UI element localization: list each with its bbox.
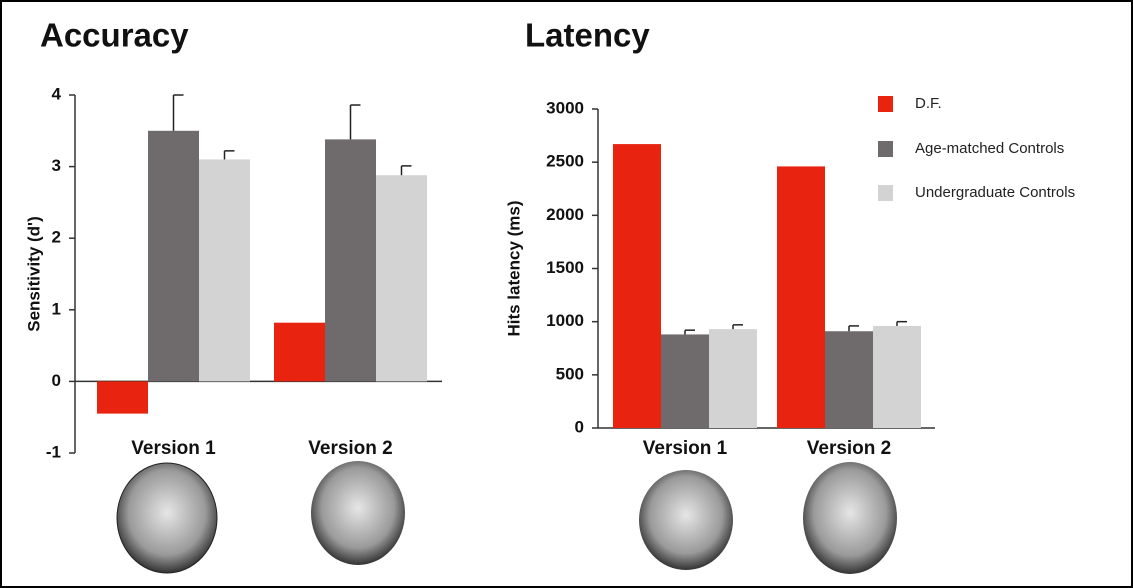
- chart-title: Latency: [525, 17, 650, 54]
- legend-label: Undergraduate Controls: [915, 184, 1075, 201]
- error-bar: [732, 324, 743, 330]
- bar: [825, 331, 873, 428]
- y-tick-label: -1: [46, 442, 61, 461]
- y-tick-label: 2000: [546, 205, 584, 224]
- x-tick-label: Version 1: [643, 438, 728, 459]
- error-bar: [223, 150, 235, 160]
- y-tick-label: 1500: [546, 258, 584, 277]
- legend-swatch: [878, 185, 893, 201]
- legend-swatch: [878, 141, 893, 157]
- x-tick-label: Version 2: [308, 438, 393, 459]
- error-bar: [172, 94, 184, 131]
- legend-label: D.F.: [915, 95, 942, 112]
- bar: [274, 322, 325, 382]
- bar: [613, 144, 661, 428]
- error-bar: [848, 325, 859, 332]
- y-axis-label: Hits latency (ms): [504, 200, 523, 336]
- error-bar: [349, 104, 361, 140]
- error-bar: [896, 320, 907, 326]
- bar: [148, 130, 199, 382]
- bar: [873, 325, 921, 428]
- legend-label: Age-matched Controls: [915, 140, 1064, 157]
- y-tick-label: 3: [52, 156, 61, 175]
- y-tick-label: 500: [556, 364, 584, 383]
- face: [639, 470, 733, 570]
- bar: [709, 329, 757, 428]
- x-tick-label: Version 1: [131, 438, 216, 459]
- y-tick-label: 2500: [546, 152, 584, 171]
- y-tick-label: 1000: [546, 311, 584, 330]
- bar: [199, 159, 250, 382]
- y-tick-label: 1: [52, 299, 61, 318]
- bar: [97, 381, 148, 414]
- face: [116, 462, 218, 574]
- y-tick-label: 0: [52, 371, 61, 390]
- x-tick-label: Version 2: [807, 438, 892, 459]
- bar: [777, 166, 825, 429]
- error-bar: [684, 329, 695, 335]
- bar: [376, 175, 427, 382]
- legend-swatch: [878, 96, 893, 112]
- y-tick-label: 4: [52, 84, 62, 103]
- face-images: [116, 461, 897, 574]
- y-axis-label: Sensitivity (d'): [24, 216, 43, 332]
- chart-title: Accuracy: [40, 17, 189, 54]
- y-tick-label: 0: [575, 417, 584, 436]
- face: [311, 461, 405, 565]
- error-bar: [400, 165, 412, 176]
- y-tick-label: 2: [52, 228, 61, 247]
- face: [803, 462, 897, 574]
- y-tick-label: 3000: [546, 98, 584, 117]
- bar: [661, 334, 709, 428]
- bar: [325, 139, 376, 382]
